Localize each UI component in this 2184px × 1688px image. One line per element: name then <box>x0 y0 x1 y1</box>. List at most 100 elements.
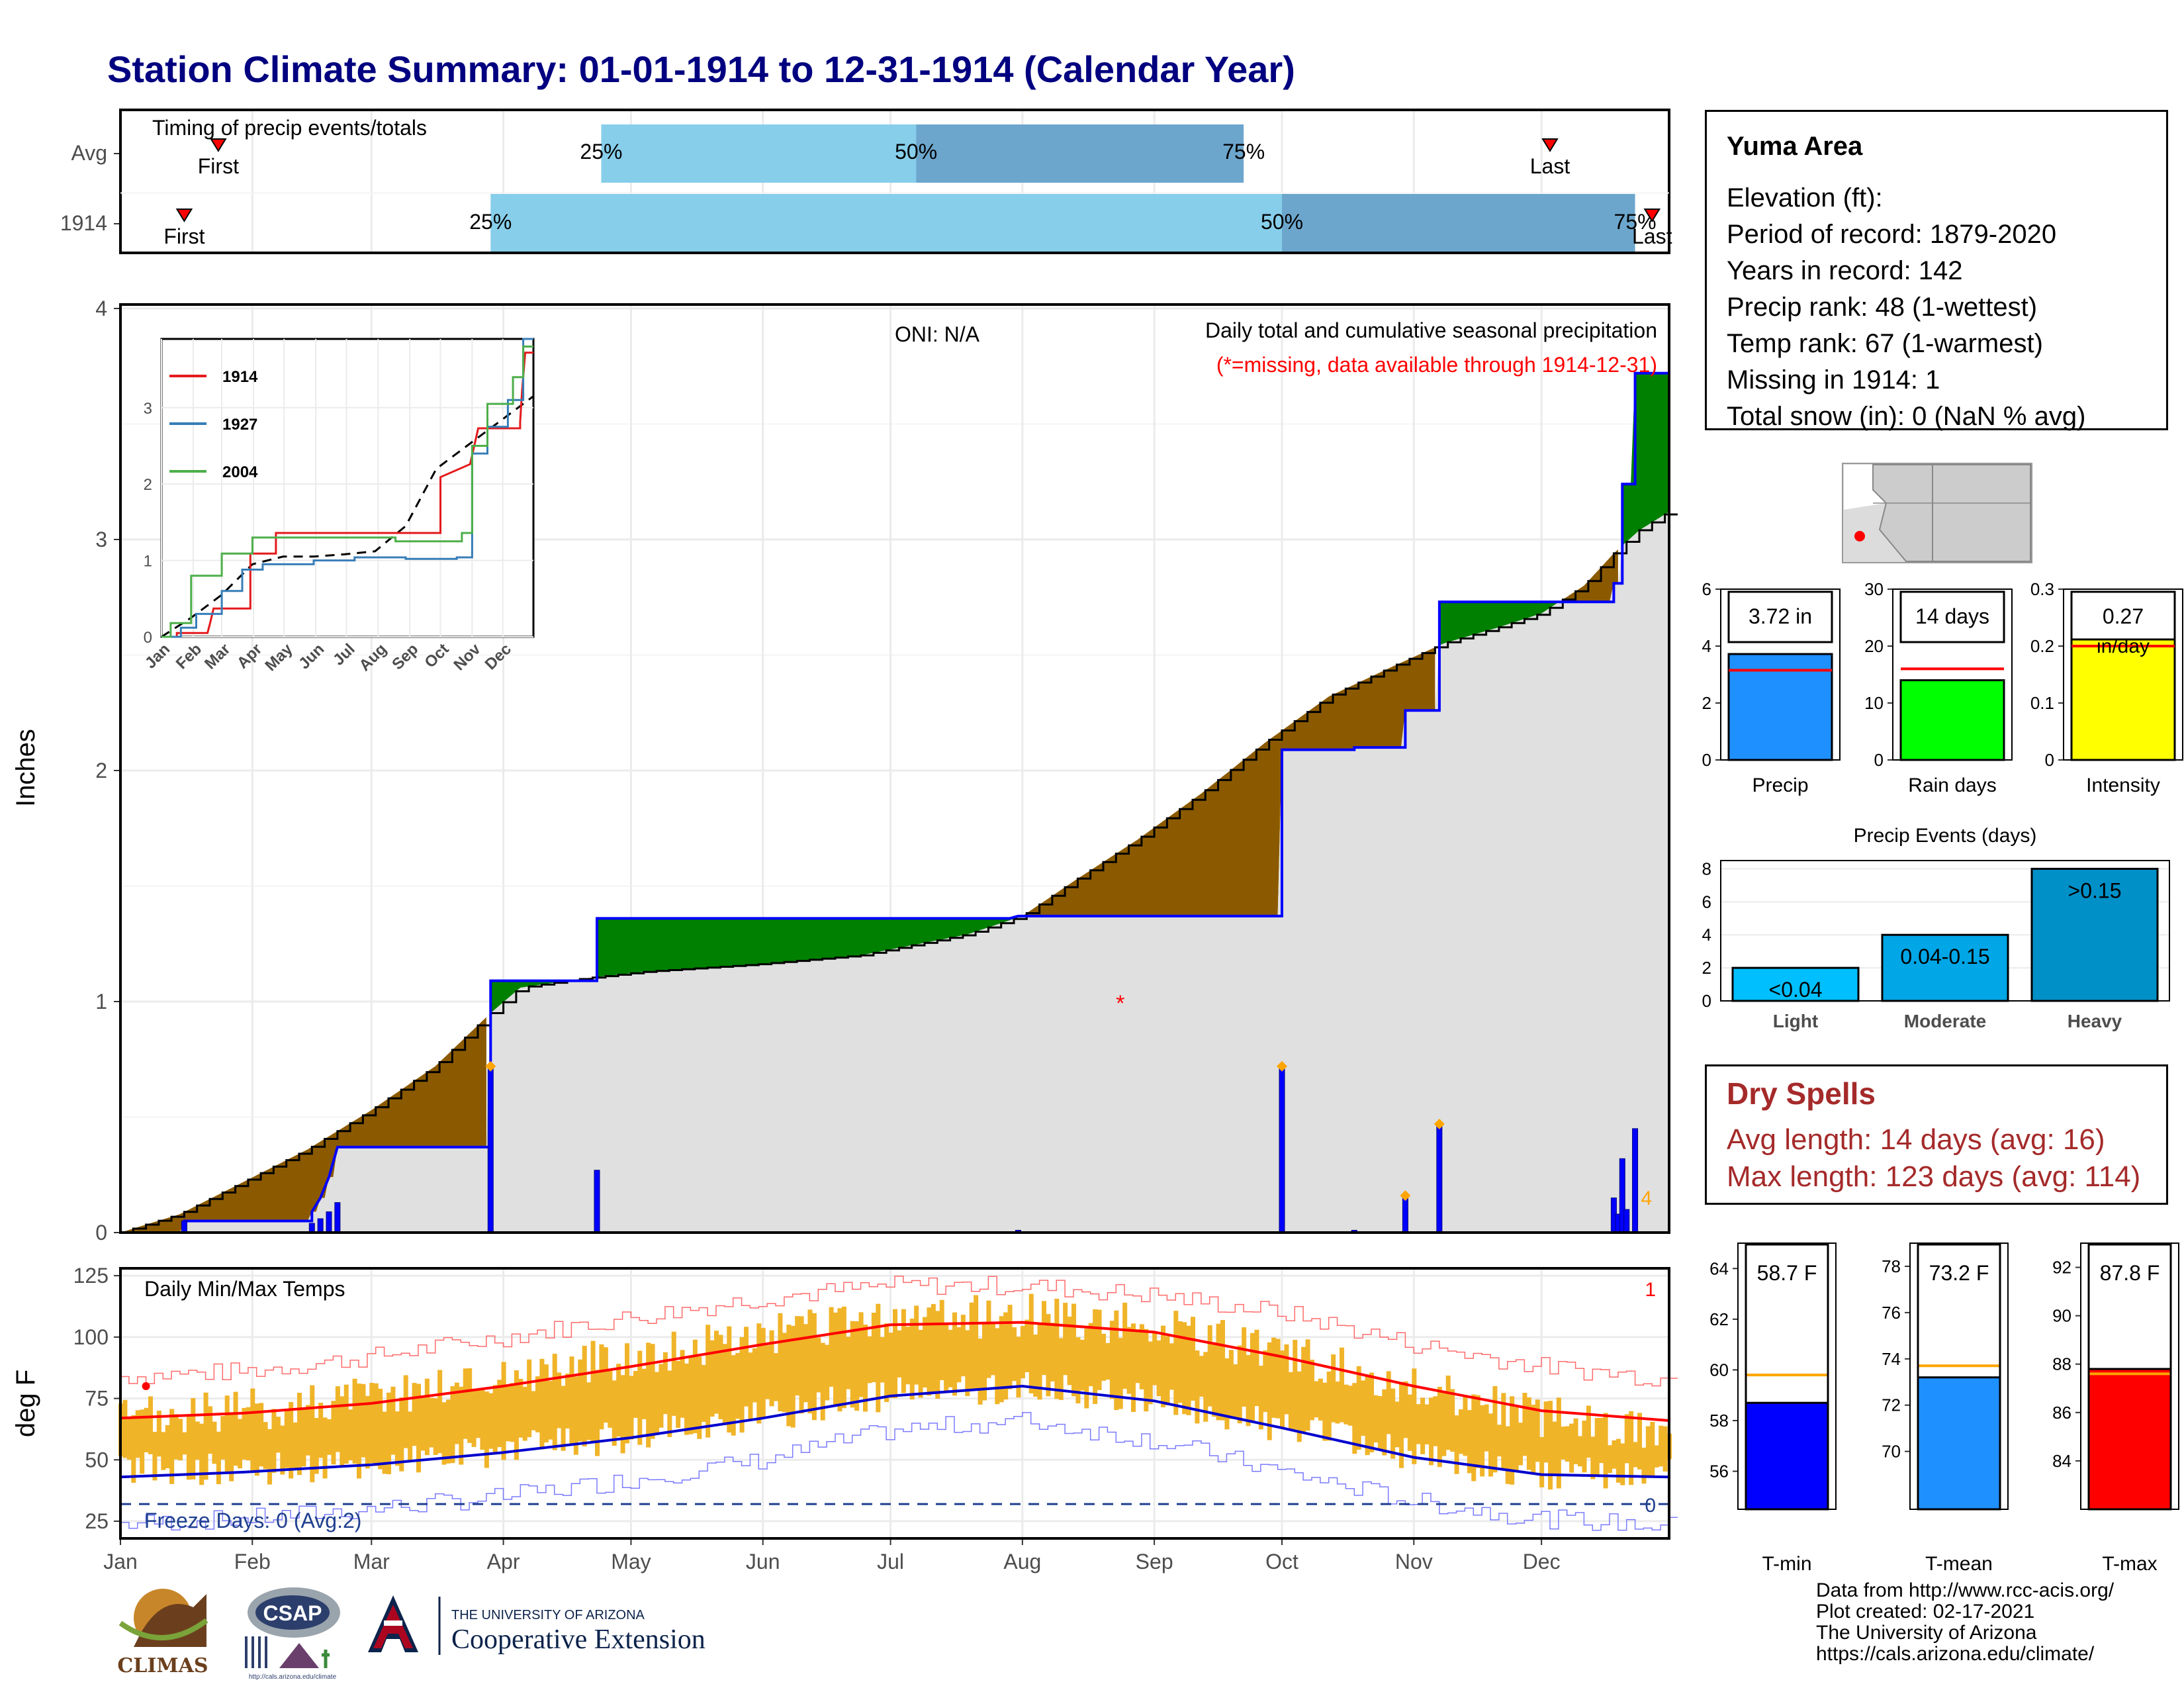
daily-temp-bar <box>1416 1404 1421 1444</box>
daily-temp-bar <box>952 1312 958 1396</box>
precip_bars-panel: 0 2 4 6 3.72 in Precip <box>1702 579 1841 796</box>
daily-temp-bar <box>463 1368 468 1439</box>
freeze-count-label: 0 <box>1645 1495 1656 1517</box>
temps-missing-count: 1 <box>1645 1279 1656 1301</box>
daily-temp-bar <box>471 1389 477 1447</box>
timing-label-75: 75% <box>1222 140 1265 164</box>
daily-temp-bar <box>1594 1418 1600 1477</box>
daily-temp-bar <box>424 1378 430 1456</box>
inset-legend-label: 2004 <box>222 463 258 481</box>
daily-temp-bar <box>1326 1371 1332 1441</box>
timing-bar-q3 <box>1282 194 1635 254</box>
inset-ytick-label: 1 <box>144 553 152 571</box>
daily-temp-bar <box>437 1370 443 1454</box>
precip-main-ylabel: Inches <box>11 729 40 807</box>
precip-event-bar <box>1731 966 1860 1002</box>
temp_bars-panel: 70 72 74 76 78 73.2 F T-mean <box>1882 1243 2009 1575</box>
daily-temp-bar <box>1399 1382 1404 1468</box>
daily-temp-bar <box>1382 1389 1387 1456</box>
daily-temp-bar <box>348 1409 353 1460</box>
daily-temp-bar <box>655 1372 660 1434</box>
daily-temp-bar <box>760 1328 766 1419</box>
daily-temp-bar <box>450 1386 455 1464</box>
daily-temp-bar <box>880 1336 885 1383</box>
daily-temp-bar <box>905 1327 911 1385</box>
daily-temp-bar <box>999 1316 1004 1403</box>
temps-month-label: Sep <box>1136 1550 1173 1573</box>
station-name: Yuma Area <box>1727 132 1863 161</box>
max-event-marker <box>1400 1190 1411 1201</box>
precip_bars-label-box <box>1727 590 1833 643</box>
daily-temp-bar <box>314 1418 319 1474</box>
daily-temp-bar <box>1450 1389 1455 1452</box>
daily-temp-bar <box>608 1370 613 1428</box>
daily-temp-bar <box>697 1356 702 1439</box>
daily-temp-bar <box>1020 1326 1025 1379</box>
timing-bar-q3 <box>916 124 1244 183</box>
daily-temp-bar <box>1386 1371 1391 1434</box>
daily-temp-bar <box>506 1386 511 1442</box>
daily-temp-bar <box>1352 1383 1357 1454</box>
daily-temp-bar <box>161 1432 166 1470</box>
daily-temp-bar <box>229 1412 234 1481</box>
daily-temp-bar <box>1539 1436 1545 1487</box>
avg-min-line <box>120 1384 1670 1479</box>
precip-main-subtitle: (*=missing, data available through 1914-… <box>1216 353 1657 377</box>
temps-month-label: Apr <box>487 1550 520 1573</box>
daily-temp-bar <box>267 1429 273 1485</box>
temps-month-label: Mar <box>353 1550 390 1573</box>
daily-temp-bar <box>169 1409 175 1484</box>
precip-base-area <box>120 512 1669 1233</box>
missing-line: Missing in 1914: 1 <box>1727 365 1940 395</box>
temp_bars-value-bar <box>2087 1368 2172 1511</box>
daily-temp-bar <box>901 1309 906 1393</box>
daily-temp-bar <box>408 1411 413 1462</box>
temp_bars-value-label: 73.2 F <box>1929 1261 1989 1285</box>
daily-temp-bar <box>297 1393 302 1476</box>
precip_bars-ytick-label: 30 <box>1864 579 1884 599</box>
daily-temp-bar <box>1033 1335 1038 1397</box>
daily-temp-bar <box>709 1340 715 1417</box>
daily-temp-bar <box>573 1376 578 1455</box>
daily-temp-bar <box>956 1327 962 1383</box>
daily-temp-bar <box>1590 1436 1596 1479</box>
daily-temp-bar <box>569 1356 574 1445</box>
daily-temp-bar <box>1224 1358 1230 1430</box>
daily-temp-bar <box>1463 1397 1468 1456</box>
daily-temp-bar <box>684 1363 690 1435</box>
precip-main-ytick-label: 3 <box>95 528 107 551</box>
daily-temp-bar <box>1467 1410 1472 1474</box>
daily-temp-bar <box>667 1370 672 1437</box>
temps-border <box>119 1267 1670 1540</box>
years-line: Years in record: 142 <box>1727 256 1963 285</box>
daily-temp-bar <box>1079 1339 1085 1391</box>
timing-last-marker <box>1643 209 1661 222</box>
daily-temp-bar <box>1420 1397 1426 1454</box>
daily-temp-bar <box>714 1331 719 1414</box>
daily-temp-bar <box>888 1333 893 1398</box>
daily-temp-bar <box>1496 1425 1502 1457</box>
daily-temp-bar <box>854 1321 860 1411</box>
daily-temp-bar <box>846 1336 851 1389</box>
timing-last-marker-label: Last <box>1632 224 1672 248</box>
inset-panel <box>160 338 535 638</box>
daily-temp-bar <box>927 1307 932 1396</box>
daily-temp-bar <box>646 1342 651 1448</box>
daily-temp-bar <box>543 1364 549 1443</box>
daily-temp-bar <box>1437 1386 1442 1468</box>
precip_bars-ytick-label: 4 <box>1702 636 1711 656</box>
daily-temp-bar <box>688 1355 694 1434</box>
inset-series-line <box>161 338 533 638</box>
temps-month-label: Aug <box>1003 1550 1041 1573</box>
daily-temp-bar <box>790 1325 796 1428</box>
daily-precip-bar <box>1402 1195 1408 1233</box>
precip-events-ytick-label: 8 <box>1702 859 1711 878</box>
daily-temp-bar <box>1246 1354 1251 1427</box>
daily-temp-bar <box>1377 1396 1383 1450</box>
daily-temp-bar <box>612 1380 617 1446</box>
daily-temp-bar <box>429 1397 434 1448</box>
daily-temp-bar <box>625 1343 630 1444</box>
temp_bars-ytick-label: 84 <box>2052 1451 2071 1471</box>
footer-source: Data from http://www.rcc-acis.org/ <box>1816 1579 2115 1601</box>
daily-temp-bar <box>390 1386 396 1455</box>
